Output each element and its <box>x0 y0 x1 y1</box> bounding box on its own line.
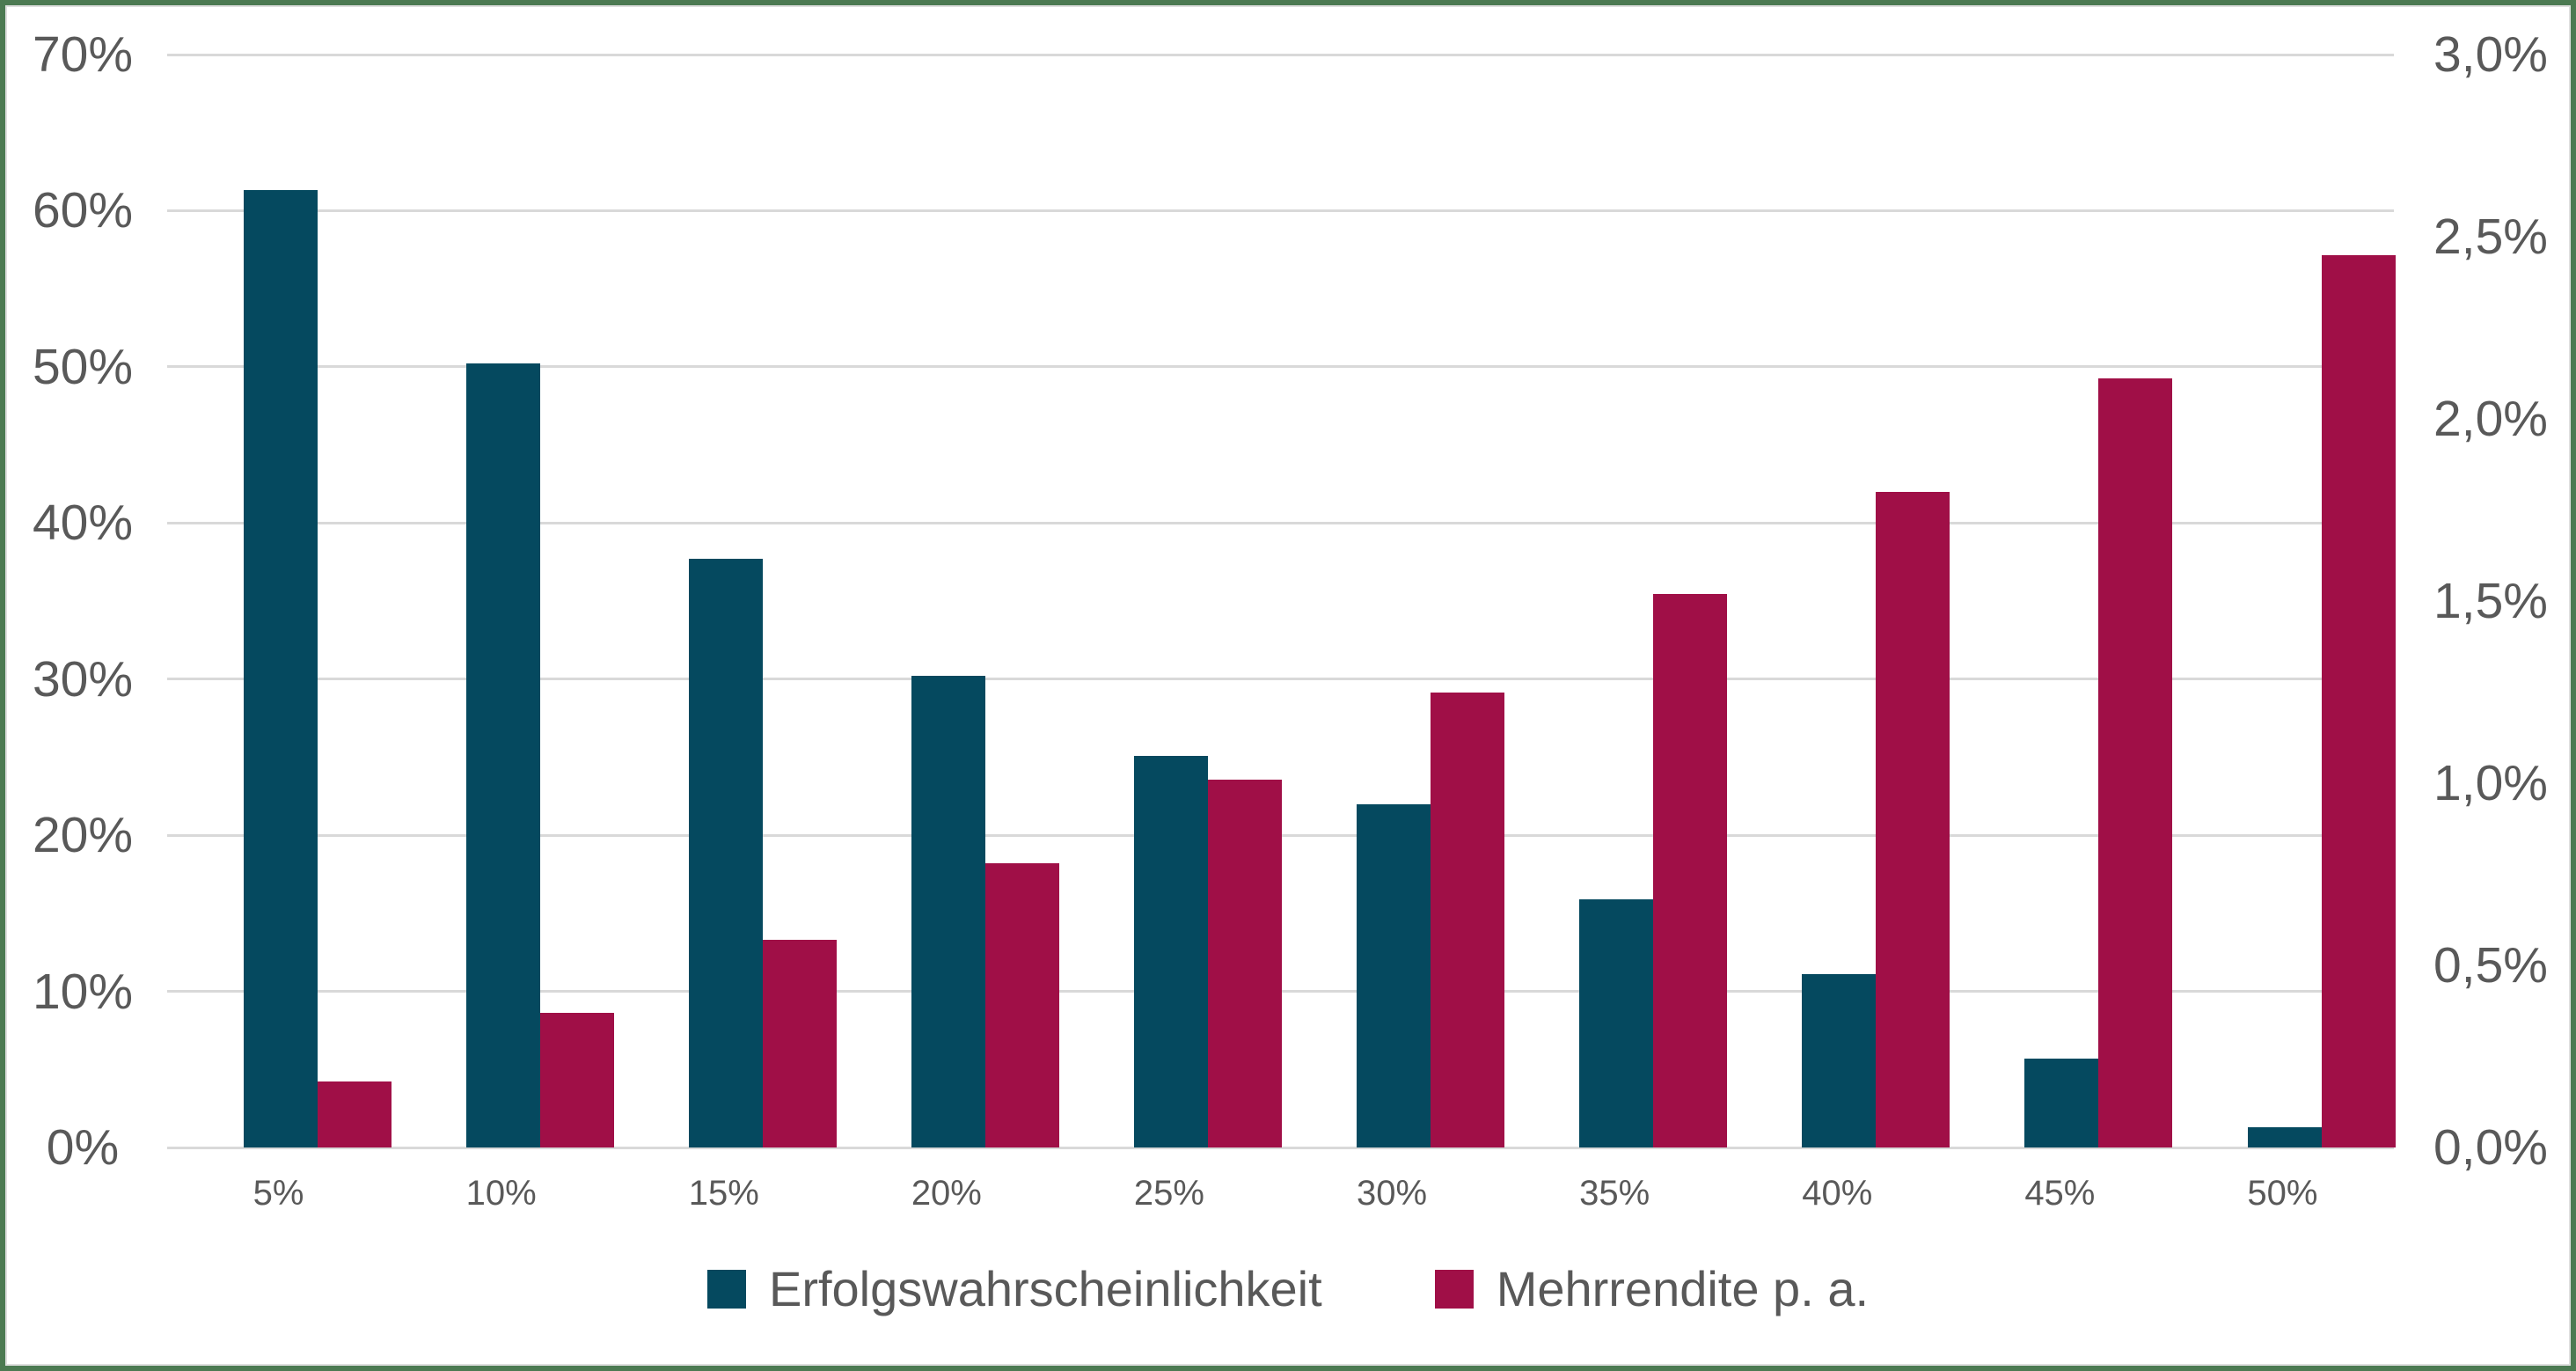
right-axis-tick-label: 1,0% <box>2433 755 2548 811</box>
gridline <box>167 678 2394 681</box>
gridline <box>167 1146 2394 1149</box>
bar-erfolgswahrscheinlichkeit-30% <box>1357 803 1431 1147</box>
right-axis-tick-label: 0,5% <box>2433 937 2548 993</box>
x-axis-category-label: 5% <box>252 1174 304 1213</box>
bar-mehrrendite-25% <box>1208 779 1282 1147</box>
right-axis-tick-label: 0,0% <box>2433 1119 2548 1176</box>
bar-mehrrendite-5% <box>317 1081 392 1147</box>
x-axis-category-label: 10% <box>465 1174 537 1213</box>
bar-mehrrendite-35% <box>1653 593 1728 1147</box>
left-axis-tick-label: 20% <box>32 807 134 864</box>
bar-mehrrendite-40% <box>1876 491 1950 1147</box>
legend-item-erfolgswahrscheinlichkeit: Erfolgswahrscheinlichkeit <box>706 1260 1322 1317</box>
left-axis-tick-label: 30% <box>32 650 134 707</box>
legend: Erfolgswahrscheinlichkeit Mehrrendite p. … <box>0 1260 2576 1317</box>
left-axis-tick-label: 0% <box>46 1119 120 1176</box>
bar-mehrrendite-50% <box>2321 254 2396 1147</box>
left-axis-tick-label: 60% <box>32 182 134 239</box>
bar-mehrrendite-30% <box>1431 692 1505 1147</box>
x-axis-category-label: 35% <box>1579 1174 1650 1213</box>
bar-mehrrendite-15% <box>762 940 837 1147</box>
x-axis-category-label: 45% <box>2024 1174 2096 1213</box>
bar-erfolgswahrscheinlichkeit-35% <box>1579 898 1654 1147</box>
bar-mehrrendite-10% <box>539 1012 614 1147</box>
x-axis-category-label: 40% <box>1802 1174 1873 1213</box>
gridline <box>167 521 2394 524</box>
x-axis-category-label: 50% <box>2247 1174 2318 1213</box>
bar-erfolgswahrscheinlichkeit-25% <box>1134 755 1208 1147</box>
legend-item-label: Mehrrendite p. a. <box>1496 1261 1870 1316</box>
bar-mehrrendite-45% <box>2098 378 2173 1147</box>
left-axis-tick-label: 70% <box>32 26 134 83</box>
right-axis-tick-label: 2,0% <box>2433 391 2548 447</box>
legend-swatch-icon <box>1434 1269 1474 1309</box>
left-axis-tick-label: 50% <box>32 338 134 395</box>
bar-erfolgswahrscheinlichkeit-20% <box>911 676 985 1147</box>
right-axis-tick-label: 3,0% <box>2433 26 2548 83</box>
bar-erfolgswahrscheinlichkeit-15% <box>688 559 763 1147</box>
gridline <box>167 53 2394 56</box>
bar-erfolgswahrscheinlichkeit-45% <box>2024 1058 2099 1147</box>
bar-mehrrendite-20% <box>984 863 1059 1147</box>
legend-item-mehrrendite: Mehrrendite p. a. <box>1434 1260 1870 1317</box>
bar-erfolgswahrscheinlichkeit-50% <box>2247 1126 2322 1147</box>
right-axis-tick-label: 2,5% <box>2433 209 2548 265</box>
right-axis-tick-label: 1,5% <box>2433 573 2548 629</box>
legend-swatch-icon <box>706 1269 746 1309</box>
x-axis-category-label: 30% <box>1357 1174 1428 1213</box>
left-axis-tick-label: 10% <box>32 963 134 1020</box>
bar-erfolgswahrscheinlichkeit-10% <box>465 363 540 1147</box>
x-axis-category-label: 20% <box>911 1174 982 1213</box>
legend-item-label: Erfolgswahrscheinlichkeit <box>768 1261 1322 1316</box>
gridline <box>167 209 2394 212</box>
gridline <box>167 365 2394 369</box>
bar-erfolgswahrscheinlichkeit-5% <box>243 190 318 1147</box>
x-axis-category-label: 15% <box>688 1174 759 1213</box>
bar-erfolgswahrscheinlichkeit-40% <box>1802 974 1877 1147</box>
left-axis-tick-label: 40% <box>32 495 134 552</box>
x-axis-category-label: 25% <box>1133 1174 1204 1213</box>
